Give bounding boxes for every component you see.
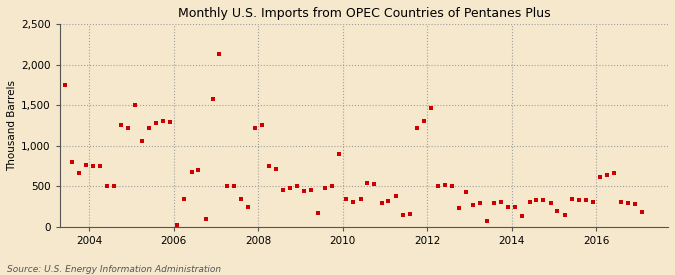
Point (524, 200, 535, 204)
Y-axis label: Thousand Barrels: Thousand Barrels (7, 80, 17, 171)
Point (242, 205, 253, 209)
Point (179, 196, 190, 201)
Point (130, 103, 140, 107)
Point (461, 190, 472, 194)
Point (87, 164, 98, 168)
Point (552, 208, 563, 213)
Point (285, 186, 296, 190)
Point (559, 213, 570, 217)
Point (390, 194, 401, 198)
Point (193, 168, 204, 172)
Point (398, 213, 408, 217)
Point (545, 200, 556, 205)
Point (362, 181, 373, 185)
Point (66, 160, 77, 164)
Point (383, 199, 394, 203)
Point (630, 202, 641, 207)
Point (221, 183, 232, 188)
Point (616, 200, 626, 204)
Point (59, 82, 70, 87)
Point (277, 188, 288, 193)
Point (503, 205, 514, 209)
Point (327, 184, 338, 189)
Point (313, 211, 324, 215)
Point (115, 123, 126, 128)
Text: Source: U.S. Energy Information Administration: Source: U.S. Energy Information Administ… (7, 265, 221, 274)
Point (601, 173, 612, 177)
Point (573, 198, 584, 202)
Point (235, 196, 246, 201)
Point (298, 189, 309, 194)
Title: Monthly U.S. Imports from OPEC Countries of Pentanes Plus: Monthly U.S. Imports from OPEC Countries… (178, 7, 550, 20)
Point (580, 198, 591, 202)
Point (355, 197, 366, 202)
Point (587, 200, 598, 204)
Point (439, 183, 450, 187)
Point (418, 118, 429, 123)
Point (123, 126, 134, 130)
Point (369, 182, 380, 186)
Point (538, 198, 549, 202)
Point (263, 164, 274, 168)
Point (74, 170, 84, 175)
Point (433, 184, 443, 189)
Point (594, 174, 605, 179)
Point (207, 97, 218, 101)
Point (45, 121, 56, 125)
Point (566, 196, 577, 201)
Point (622, 201, 633, 206)
Point (80, 163, 91, 167)
Point (489, 200, 500, 205)
Point (637, 210, 647, 214)
Point (517, 213, 528, 218)
Point (468, 203, 479, 207)
Point (292, 184, 302, 189)
Point (52, 82, 63, 87)
Point (306, 188, 317, 193)
Point (425, 106, 436, 111)
Point (151, 121, 161, 125)
Point (348, 200, 358, 204)
Point (158, 118, 169, 123)
Point (609, 171, 620, 176)
Point (475, 200, 485, 205)
Point (510, 205, 520, 209)
Point (172, 222, 183, 227)
Point (496, 200, 507, 204)
Point (109, 184, 119, 189)
Point (482, 219, 493, 224)
Point (334, 152, 345, 156)
Point (446, 184, 457, 189)
Point (200, 217, 211, 221)
Point (137, 139, 148, 143)
Point (228, 184, 239, 189)
Point (165, 120, 176, 124)
Point (454, 205, 464, 210)
Point (271, 166, 281, 171)
Point (411, 126, 422, 130)
Point (214, 52, 225, 56)
Point (376, 200, 387, 205)
Point (404, 212, 415, 216)
Point (250, 126, 261, 130)
Point (341, 196, 352, 201)
Point (531, 198, 541, 202)
Point (256, 123, 267, 128)
Point (102, 184, 113, 189)
Point (95, 164, 105, 168)
Point (320, 186, 331, 190)
Point (186, 170, 197, 174)
Point (144, 126, 155, 130)
